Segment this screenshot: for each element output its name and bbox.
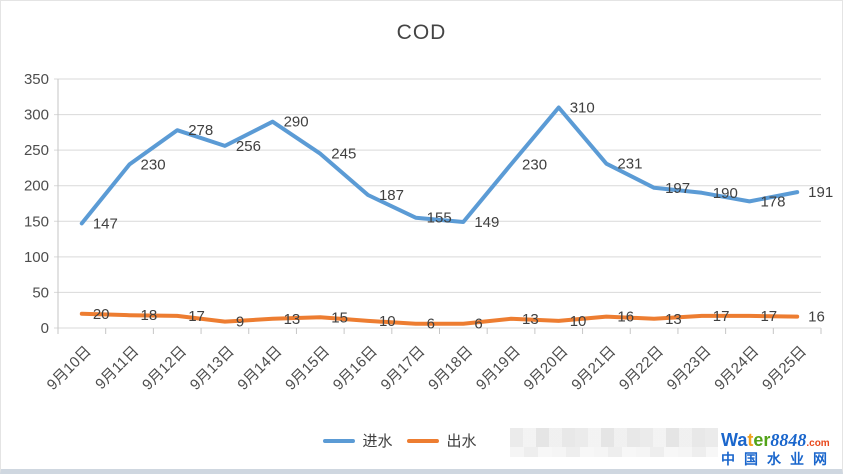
data-label: 190 [713, 185, 738, 202]
data-label: 17 [713, 308, 730, 325]
data-label: 13 [665, 311, 682, 328]
x-tick-label: 9月19日 [473, 343, 524, 394]
x-tick-label: 9月13日 [187, 343, 238, 394]
y-tick-label: 50 [32, 284, 49, 301]
legend-item-outflow: 出水 [406, 430, 477, 451]
data-label: 231 [617, 156, 642, 173]
data-label: 155 [427, 210, 452, 227]
inflow-line-swatch [322, 438, 355, 443]
data-label: 15 [331, 309, 348, 326]
data-label: 13 [284, 311, 301, 328]
data-label: 9 [236, 314, 244, 331]
y-tick-label: 0 [41, 320, 49, 337]
legend-label-inflow: 进水 [362, 433, 393, 450]
x-tick-label: 9月22日 [616, 343, 667, 394]
data-label: 10 [379, 313, 396, 330]
redacted-pixel-row [510, 428, 718, 447]
data-label: 16 [808, 309, 825, 326]
data-label: 17 [188, 308, 205, 325]
logo-wordmark-part: t [747, 429, 754, 450]
data-label: 230 [522, 156, 547, 173]
x-tick-label: 9月20日 [521, 343, 572, 394]
data-label: 245 [331, 146, 356, 163]
data-label: 149 [474, 214, 499, 231]
series-line-1 [79, 311, 800, 326]
x-tick-label: 9月15日 [282, 343, 333, 394]
data-label: 20 [93, 306, 110, 323]
data-label: 6 [427, 316, 435, 333]
redacted-region [510, 428, 718, 457]
y-tick-label: 100 [24, 249, 49, 266]
x-tick-label: 9月16日 [330, 343, 381, 394]
data-label: 278 [188, 122, 213, 139]
x-tick-label: 9月12日 [139, 343, 190, 394]
data-label: 13 [522, 311, 539, 328]
data-label: 256 [236, 138, 261, 155]
logo-wordmark-part: Wa [721, 429, 748, 450]
x-tick-label: 9月24日 [711, 343, 762, 394]
x-tick-label: 9月17日 [378, 343, 429, 394]
x-tick-label: 9月14日 [234, 343, 285, 394]
logo-wordmark-part: .com [806, 437, 830, 449]
logo-wordmark-part: er [753, 429, 771, 450]
x-tick-label: 9月21日 [568, 343, 619, 394]
x-tick-label: 9月25日 [759, 343, 810, 394]
data-label: 178 [760, 193, 785, 210]
y-tick-label: 150 [24, 213, 49, 230]
y-tick-label: 350 [24, 71, 49, 88]
logo-subtitle: 中国水业网 [721, 450, 836, 467]
x-tick-label: 9月18日 [425, 343, 476, 394]
data-label: 10 [570, 313, 587, 330]
data-label: 17 [760, 308, 777, 325]
data-label: 16 [617, 309, 634, 326]
data-label: 197 [665, 180, 690, 197]
legend: 进水 出水 [322, 430, 477, 451]
y-tick-label: 300 [24, 107, 49, 124]
data-label: 18 [141, 307, 158, 324]
outflow-line-swatch [406, 438, 439, 443]
data-label: 187 [379, 187, 404, 204]
y-tick-label: 250 [24, 142, 49, 159]
x-tick-label: 9月23日 [664, 343, 715, 394]
data-label: 147 [93, 215, 118, 232]
logo-wordmark-part: 8848 [770, 429, 807, 450]
data-label: 230 [141, 156, 166, 173]
data-label: 290 [284, 114, 309, 131]
x-tick-label: 9月11日 [92, 343, 142, 393]
series-line-0 [79, 105, 800, 226]
data-label: 191 [808, 184, 833, 201]
legend-item-inflow: 进水 [322, 430, 393, 451]
chart-title: COD [396, 21, 447, 44]
data-label: 310 [570, 99, 595, 116]
y-tick-label: 200 [24, 178, 49, 195]
x-tick-label: 9月10日 [44, 343, 95, 394]
legend-label-outflow: 出水 [446, 433, 477, 450]
water8848-logo: Water8848.com 中国水业网 [721, 429, 836, 467]
redacted-pixel-row [510, 447, 718, 457]
data-label: 6 [474, 316, 482, 333]
logo-wordmark: Water8848.com [721, 429, 836, 451]
